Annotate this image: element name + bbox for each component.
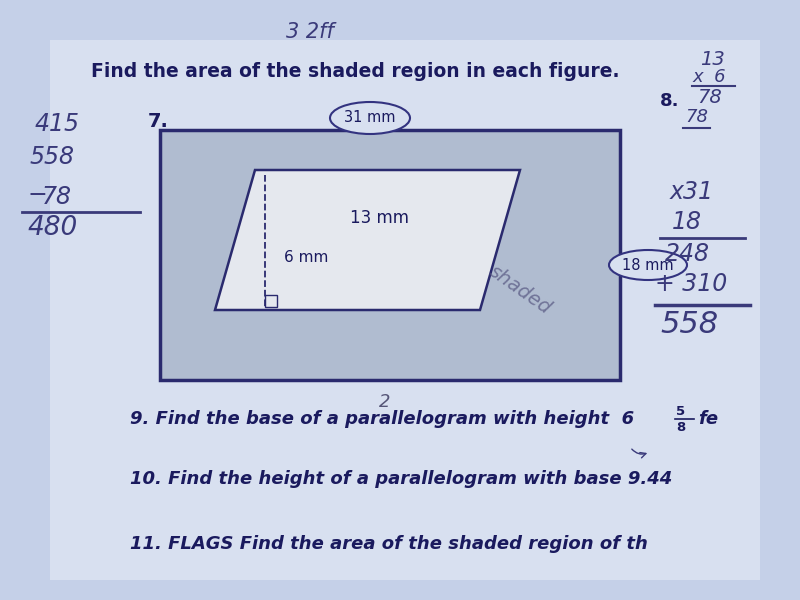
Text: 78: 78: [42, 185, 72, 209]
Text: 78: 78: [697, 88, 722, 107]
Text: 7.: 7.: [148, 112, 169, 131]
Text: 13: 13: [700, 50, 725, 69]
Text: 558: 558: [660, 310, 718, 339]
Text: x31: x31: [670, 180, 714, 204]
Text: fe: fe: [698, 410, 718, 428]
Text: + 310: + 310: [655, 272, 727, 296]
Text: shaded: shaded: [486, 262, 554, 318]
Text: 8: 8: [676, 421, 686, 434]
Text: 3 2ff: 3 2ff: [286, 22, 334, 42]
Text: 18: 18: [672, 210, 702, 234]
Text: 11. FLAGS Find the area of the shaded region of th: 11. FLAGS Find the area of the shaded re…: [130, 535, 648, 553]
Text: 78: 78: [685, 108, 708, 126]
Text: 9. Find the base of a parallelogram with height  6: 9. Find the base of a parallelogram with…: [130, 410, 634, 428]
Ellipse shape: [609, 250, 687, 280]
Text: 558: 558: [30, 145, 75, 169]
Text: 31 mm: 31 mm: [344, 110, 396, 125]
Text: 10. Find the height of a parallelogram with base 9.44: 10. Find the height of a parallelogram w…: [130, 470, 672, 488]
Polygon shape: [215, 170, 520, 310]
Text: 480: 480: [28, 215, 78, 241]
Text: 6 mm: 6 mm: [284, 251, 328, 265]
Text: 2: 2: [379, 393, 390, 411]
Bar: [50, 40, 760, 580]
Bar: [160, 130, 620, 380]
Text: −: −: [28, 183, 48, 207]
Text: 13 mm: 13 mm: [350, 209, 410, 227]
Text: 415: 415: [35, 112, 80, 136]
Text: Find the area of the shaded region in each figure.: Find the area of the shaded region in ea…: [90, 62, 619, 81]
Ellipse shape: [330, 102, 410, 134]
Text: 248: 248: [665, 242, 710, 266]
Text: 8.: 8.: [660, 92, 679, 110]
Text: 5: 5: [676, 405, 685, 418]
Text: x  6: x 6: [692, 68, 726, 86]
Text: 18 mm: 18 mm: [622, 257, 674, 272]
Bar: [265, 295, 277, 307]
